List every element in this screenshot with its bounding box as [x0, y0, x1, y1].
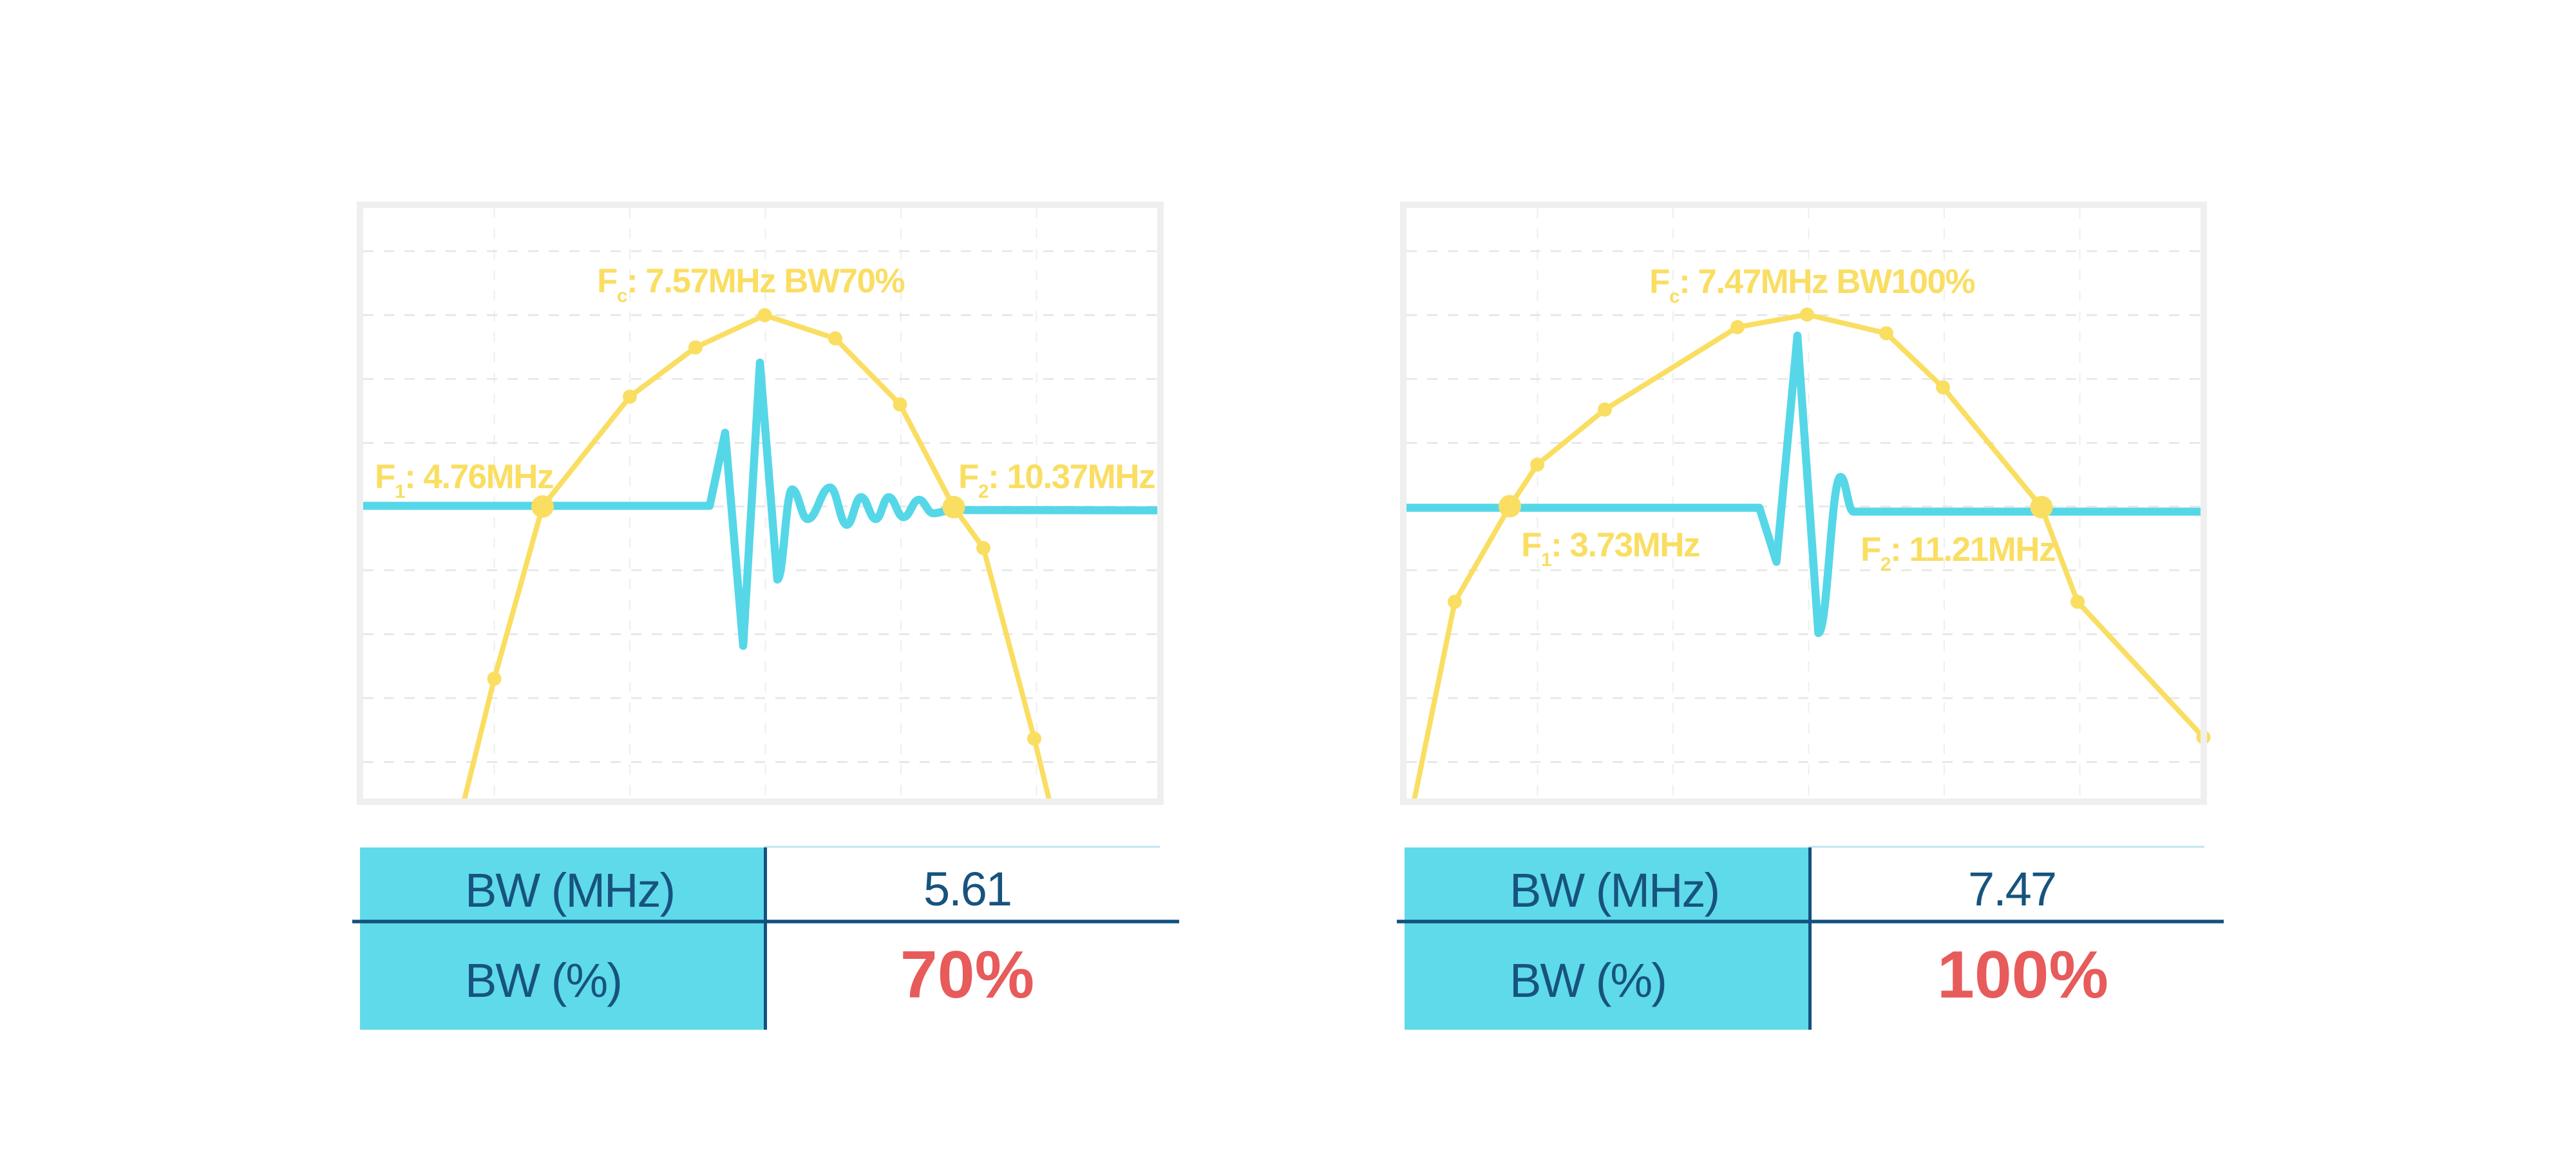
svg-text:100%: 100% — [1937, 938, 2108, 1012]
svg-text:F2: 11.21MHz: F2: 11.21MHz — [1861, 531, 2055, 575]
svg-text:BW (MHz): BW (MHz) — [1510, 864, 1719, 917]
svg-text:BW (MHz): BW (MHz) — [465, 864, 674, 917]
svg-text:F1: 3.73MHz: F1: 3.73MHz — [1521, 526, 1700, 571]
svg-text:7.47: 7.47 — [1968, 862, 2056, 916]
svg-text:5.61: 5.61 — [923, 862, 1011, 916]
svg-text:70%: 70% — [900, 938, 1034, 1012]
svg-text:F2: 10.37MHz: F2: 10.37MHz — [958, 458, 1155, 502]
svg-text:F1: 4.76MHz: F1: 4.76MHz — [375, 458, 553, 502]
svg-text:BW (%): BW (%) — [465, 954, 621, 1007]
svg-text:BW (%): BW (%) — [1510, 954, 1666, 1007]
svg-text:Fc: 7.57MHz BW70%: Fc: 7.57MHz BW70% — [597, 262, 904, 307]
svg-text:Fc: 7.47MHz BW100%: Fc: 7.47MHz BW100% — [1649, 263, 1975, 307]
